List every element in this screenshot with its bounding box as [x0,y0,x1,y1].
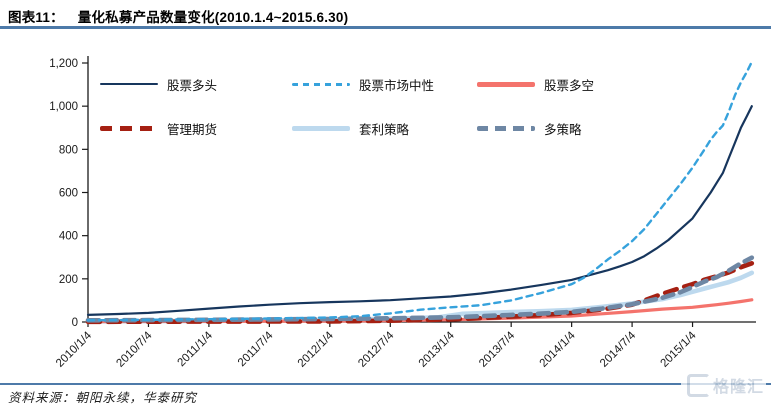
legend-item-4: 管理期货 [100,121,218,137]
source-text: 朝阳永续，华泰研究 [75,391,198,405]
legend-label: 套利策略 [359,122,410,137]
watermark-text: 格隆汇 [712,379,764,396]
watermark-icon [686,373,710,397]
series-line-2 [86,60,753,322]
x-tick-label: 2012/1/4 [296,329,337,370]
x-tick-label: 2013/7/4 [477,329,518,370]
x-tick-label: 2010/1/4 [54,329,95,370]
source-label: 资料来源： [8,391,76,405]
legend-swatch [292,125,350,131]
legend-item-2: 股票市场中性 [292,77,435,93]
figure-number-label: 图表11： [8,10,64,25]
x-tick-label: 2014/7/4 [598,329,639,370]
legend-item-3: 股票多空 [477,77,595,93]
source-line: 资料来源：朝阳永续，华泰研究 [8,387,197,406]
legend-label: 管理期货 [167,122,218,137]
legend-label: 多策略 [544,122,582,137]
y-tick-label: 600 [59,188,78,200]
watermark-logo: 格隆汇 [680,371,766,399]
y-tick-label: 1,000 [49,101,78,113]
legend-item-5: 套利策略 [292,121,410,137]
series-line-4 [85,261,755,325]
legend-swatch [100,125,158,131]
y-tick-label: 200 [59,274,78,286]
y-tick-label: 1,200 [49,58,78,70]
legend-item-6: 多策略 [477,121,582,137]
y-tick-label: 800 [59,144,78,156]
legend-swatch [100,83,158,85]
x-tick-label: 2011/1/4 [175,329,215,369]
chart-canvas: 0 200 400 600 800 1,000 1,200 2010/1/4 2010/7/4 2… [49,56,756,370]
legend-item-1: 股票多头 [100,77,218,93]
legend-swatch [292,82,350,86]
legend-label: 股票多空 [544,78,595,93]
legend-label: 股票多头 [167,78,218,93]
x-tick-label: 2011/7/4 [236,329,276,369]
x-tick-label: 2014/1/4 [538,329,579,370]
figure-title-text: 量化私募产品数量变化(2010.1.4~2015.6.30) [77,10,349,25]
x-tick-label: 2010/7/4 [114,329,155,370]
title-underline [0,26,771,29]
y-tick-label: 0 [72,317,78,329]
y-tick-label: 400 [59,231,78,243]
series-line-1 [86,105,753,316]
x-tick-label: 2013/1/4 [417,329,458,370]
legend-swatch [477,81,535,87]
x-tick-label: 2015/1/4 [659,329,700,370]
legend-label: 股票市场中性 [359,78,435,93]
chart-title: 图表11： 量化私募产品数量变化(2010.1.4~2015.6.30) [8,6,767,26]
legend-swatch [477,125,535,131]
footer-rule [0,383,771,385]
x-tick-label: 2012/7/4 [356,329,397,370]
